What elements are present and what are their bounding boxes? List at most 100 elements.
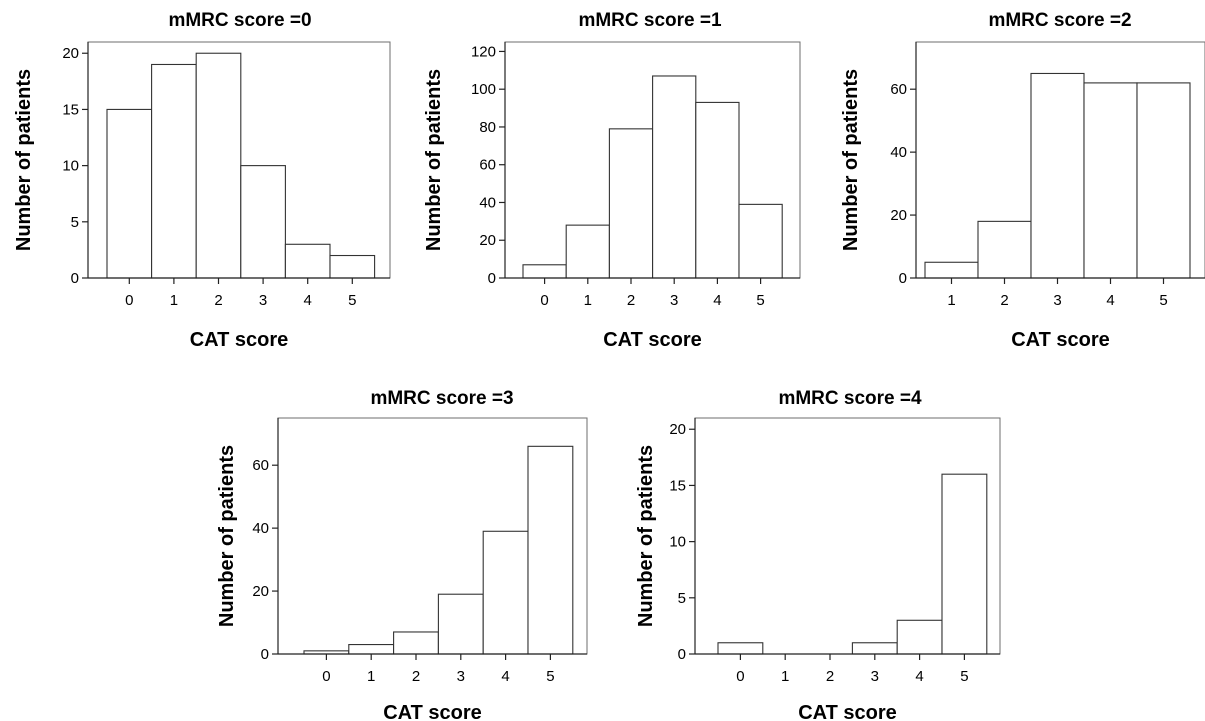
- y-tick-label: 20: [479, 232, 496, 249]
- chart-title: mMRC score =4: [778, 388, 922, 409]
- y-tick-label: 5: [678, 590, 686, 607]
- x-axis-label: CAT score: [1011, 329, 1110, 351]
- y-axis-label: Number of patients: [216, 445, 238, 627]
- bar: [717, 642, 764, 655]
- chart-title: mMRC score =0: [168, 10, 311, 31]
- bar: [977, 220, 1032, 279]
- x-tick-label: 4: [304, 292, 312, 309]
- bar: [608, 128, 654, 279]
- y-tick-label: 100: [471, 81, 496, 98]
- y-tick-label: 80: [479, 119, 496, 136]
- y-tick-label: 10: [62, 158, 79, 175]
- y-axis-label: Number of patients: [635, 445, 657, 627]
- y-tick-label: 0: [488, 270, 496, 287]
- x-tick-label: 4: [501, 668, 509, 685]
- bar: [284, 243, 331, 279]
- y-tick-label: 20: [669, 421, 686, 438]
- x-tick-label: 5: [960, 668, 968, 685]
- bar: [106, 108, 153, 279]
- x-tick-label: 4: [915, 668, 923, 685]
- x-tick-label: 3: [1053, 292, 1061, 309]
- x-tick-label: 3: [457, 668, 465, 685]
- x-tick-label: 0: [540, 292, 548, 309]
- bar: [522, 264, 567, 279]
- x-tick-label: 2: [214, 292, 222, 309]
- y-tick-label: 5: [71, 214, 79, 231]
- bar: [329, 254, 376, 279]
- x-tick-label: 3: [259, 292, 267, 309]
- x-tick-label: 1: [947, 292, 955, 309]
- y-tick-label: 15: [669, 477, 686, 494]
- x-tick-label: 2: [826, 668, 834, 685]
- bar: [851, 642, 898, 655]
- bar: [652, 75, 697, 279]
- y-tick-label: 10: [669, 534, 686, 551]
- x-tick-label: 1: [170, 292, 178, 309]
- y-tick-label: 60: [890, 81, 907, 98]
- y-tick-label: 15: [62, 101, 79, 118]
- bar: [565, 224, 610, 279]
- x-tick-label: 0: [125, 292, 133, 309]
- x-tick-label: 5: [546, 668, 554, 685]
- y-tick-label: 40: [252, 520, 269, 537]
- y-tick-label: 40: [890, 144, 907, 161]
- y-tick-label: 0: [261, 646, 269, 663]
- x-tick-label: 1: [781, 668, 789, 685]
- bar: [348, 644, 395, 655]
- y-tick-label: 120: [471, 43, 496, 60]
- x-tick-label: 5: [1159, 292, 1167, 309]
- bar: [695, 101, 740, 279]
- y-tick-label: 0: [678, 646, 686, 663]
- bar: [1030, 72, 1085, 279]
- bar: [527, 445, 574, 655]
- x-tick-label: 0: [322, 668, 330, 685]
- x-tick-label: 5: [348, 292, 356, 309]
- chart-title: mMRC score =2: [988, 10, 1131, 31]
- bar: [896, 619, 943, 655]
- x-tick-label: 2: [1000, 292, 1008, 309]
- y-tick-label: 60: [479, 157, 496, 174]
- y-axis-label: Number of patients: [13, 69, 35, 251]
- x-tick-label: 5: [756, 292, 764, 309]
- histogram-panel-4: 0 5 10 15 20 0 1 2 3 4 5 mMRC score =4 CAT score Numb…: [635, 388, 1001, 721]
- bar: [151, 63, 197, 279]
- bar: [437, 593, 484, 655]
- bar: [1083, 82, 1138, 279]
- y-tick-label: 0: [899, 270, 907, 287]
- histogram-panel-2: 0 20 40 60 1 2 3 4 5 mMRC score =2 CAT score Number…: [840, 10, 1205, 351]
- x-axis-label: CAT score: [190, 329, 289, 351]
- bar: [1136, 82, 1191, 279]
- x-axis-label: CAT score: [383, 702, 482, 721]
- x-tick-label: 2: [412, 668, 420, 685]
- y-tick-label: 40: [479, 194, 496, 211]
- y-tick-label: 20: [890, 207, 907, 224]
- bar: [482, 530, 529, 655]
- histogram-panel-3: 0 20 40 60 0 1 2 3 4 5 mMRC score =3 CAT score Numbe…: [216, 388, 588, 721]
- x-tick-label: 0: [736, 668, 744, 685]
- bar: [738, 203, 783, 279]
- x-axis-label: CAT score: [798, 702, 897, 721]
- y-axis-label: Number of patients: [840, 69, 862, 251]
- y-tick-label: 20: [62, 45, 79, 62]
- y-tick-label: 60: [252, 457, 269, 474]
- bar: [240, 165, 286, 279]
- x-tick-label: 3: [871, 668, 879, 685]
- x-axis-label: CAT score: [603, 329, 702, 351]
- y-tick-label: 20: [252, 583, 269, 600]
- bar: [195, 52, 242, 279]
- chart-title: mMRC score =3: [370, 388, 513, 409]
- x-tick-label: 2: [627, 292, 635, 309]
- bar: [393, 631, 439, 655]
- chart-title: mMRC score =1: [578, 10, 722, 31]
- histogram-panel-1: 0 20 40 60 80 100 120 0 1 2 3 4 5 mMRC score =1 CAT sc…: [423, 10, 801, 351]
- x-tick-label: 1: [367, 668, 375, 685]
- y-tick-label: 0: [71, 270, 79, 287]
- x-tick-label: 4: [1106, 292, 1114, 309]
- x-tick-label: 4: [713, 292, 721, 309]
- histogram-panel-0: 0 5 10 15 20 0 1 2 3 4 5 mMRC score =0 CAT score Numb…: [13, 10, 391, 351]
- y-axis-label: Number of patients: [423, 69, 445, 251]
- x-tick-label: 1: [584, 292, 592, 309]
- bar: [941, 473, 988, 655]
- x-tick-label: 3: [670, 292, 678, 309]
